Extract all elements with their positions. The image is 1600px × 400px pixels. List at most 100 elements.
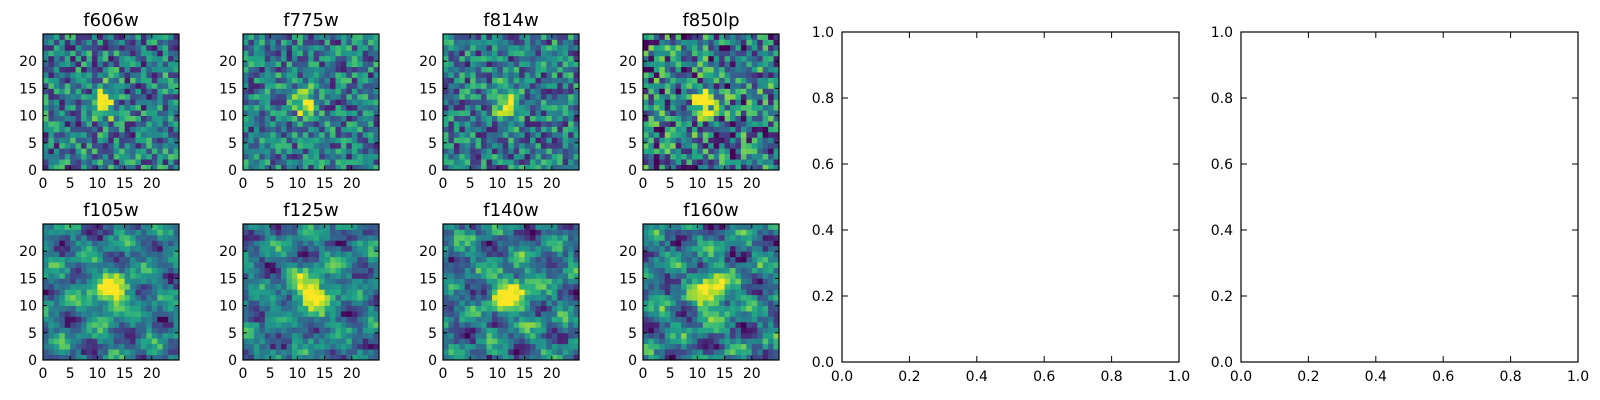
heatmap-cell xyxy=(335,311,342,317)
heatmap-cell xyxy=(340,77,347,84)
heatmap-cell xyxy=(546,50,553,57)
heatmap-cell xyxy=(443,354,449,361)
heatmap-cell xyxy=(297,115,304,122)
heatmap-cell xyxy=(302,88,309,95)
heatmap-cell xyxy=(540,267,547,274)
heatmap-cell xyxy=(362,311,369,317)
heatmap-cell xyxy=(502,142,509,149)
heatmap-cell xyxy=(524,55,531,62)
heatmap-cell xyxy=(146,137,153,144)
heatmap-cell xyxy=(43,44,49,51)
heatmap-cell xyxy=(324,311,331,317)
heatmap-cell xyxy=(362,99,369,106)
heatmap-cell xyxy=(48,82,55,89)
heatmap-cell xyxy=(546,278,553,285)
heatmap-cell xyxy=(530,251,536,258)
heatmap-cell xyxy=(97,137,104,144)
heatmap-cell xyxy=(746,278,753,285)
heatmap-cell xyxy=(53,44,60,51)
heatmap-cell xyxy=(59,93,66,100)
heatmap-cell xyxy=(43,349,49,355)
heatmap-cell xyxy=(648,142,655,149)
heatmap-cell xyxy=(135,93,142,100)
heatmap-cell xyxy=(453,251,460,258)
heatmap-cell xyxy=(302,311,309,317)
heatmap-cell xyxy=(481,159,487,165)
heatmap-cell xyxy=(540,316,547,323)
heatmap-cell xyxy=(253,66,260,73)
heatmap-cell xyxy=(102,44,109,51)
heatmap-cell xyxy=(713,289,720,296)
heatmap-cell xyxy=(757,121,764,127)
heatmap-cell xyxy=(102,316,109,323)
heatmap-cell xyxy=(275,349,282,355)
heatmap-cell xyxy=(130,305,136,312)
heatmap-cell xyxy=(248,234,255,241)
heatmap-cell xyxy=(497,142,504,149)
heatmap-cell xyxy=(313,267,320,274)
heatmap-cell xyxy=(768,338,774,345)
heatmap-cell xyxy=(653,88,660,95)
y-tick-label: 10 xyxy=(619,109,637,125)
heatmap-cell xyxy=(546,93,553,100)
heatmap-cell xyxy=(459,305,466,312)
heatmap-cell xyxy=(648,294,655,301)
heatmap-cell xyxy=(59,321,66,328)
heatmap-cell xyxy=(551,234,558,241)
heatmap-cell xyxy=(670,294,677,301)
heatmap-cell xyxy=(43,66,49,73)
heatmap-cell xyxy=(519,55,525,62)
heatmap-cell xyxy=(162,137,169,144)
heatmap-cell xyxy=(453,82,460,89)
heatmap-cell xyxy=(643,272,649,279)
heatmap-cell xyxy=(351,99,358,106)
heatmap-cell xyxy=(453,99,460,106)
heatmap-cell xyxy=(157,93,164,100)
heatmap-cell xyxy=(686,272,693,279)
heatmap-cell xyxy=(719,289,725,296)
heatmap-cell xyxy=(140,267,147,274)
heatmap-cell xyxy=(319,267,325,274)
heatmap-cell xyxy=(43,131,49,138)
heatmap-cell xyxy=(486,77,493,84)
heatmap-cell xyxy=(64,131,71,138)
heatmap-cell xyxy=(351,256,358,263)
heatmap-cell xyxy=(313,354,320,361)
heatmap-cell xyxy=(151,305,158,312)
heatmap-cell xyxy=(330,121,336,127)
heatmap-cell xyxy=(773,115,780,122)
heatmap-cell xyxy=(302,224,309,230)
heatmap-cell xyxy=(751,300,758,306)
heatmap-cell xyxy=(324,283,331,290)
heatmap-cell xyxy=(730,316,736,323)
heatmap-cell xyxy=(470,349,477,355)
heatmap-cell xyxy=(43,311,49,317)
heatmap-cell xyxy=(253,61,260,68)
heatmap-cell xyxy=(97,240,104,247)
heatmap-cell xyxy=(530,256,536,263)
heatmap-cell xyxy=(264,278,271,285)
heatmap-cell xyxy=(664,321,671,328)
heatmap-cell xyxy=(243,121,249,127)
heatmap-cell xyxy=(151,121,158,127)
heatmap-cell xyxy=(497,93,504,100)
heatmap-cell xyxy=(357,153,364,160)
heatmap-cell xyxy=(459,256,466,263)
heatmap-cell xyxy=(713,354,720,361)
heatmap-cell xyxy=(53,66,60,73)
heatmap-cell xyxy=(448,354,455,361)
heatmap-cell xyxy=(43,316,49,323)
heatmap-cell xyxy=(340,137,347,144)
heatmap-cell xyxy=(708,137,715,144)
heatmap-cell xyxy=(475,115,482,122)
heatmap-cell xyxy=(275,224,282,230)
heatmap-cell xyxy=(686,343,693,350)
heatmap-cell xyxy=(162,305,169,312)
heatmap-cell xyxy=(708,289,715,296)
heatmap-cell xyxy=(270,229,277,236)
x-tick-label: 10 xyxy=(488,176,506,192)
heatmap-cell xyxy=(643,159,649,165)
heatmap-cell xyxy=(530,50,536,57)
heatmap-cell xyxy=(686,338,693,345)
heatmap-cell xyxy=(691,305,698,312)
